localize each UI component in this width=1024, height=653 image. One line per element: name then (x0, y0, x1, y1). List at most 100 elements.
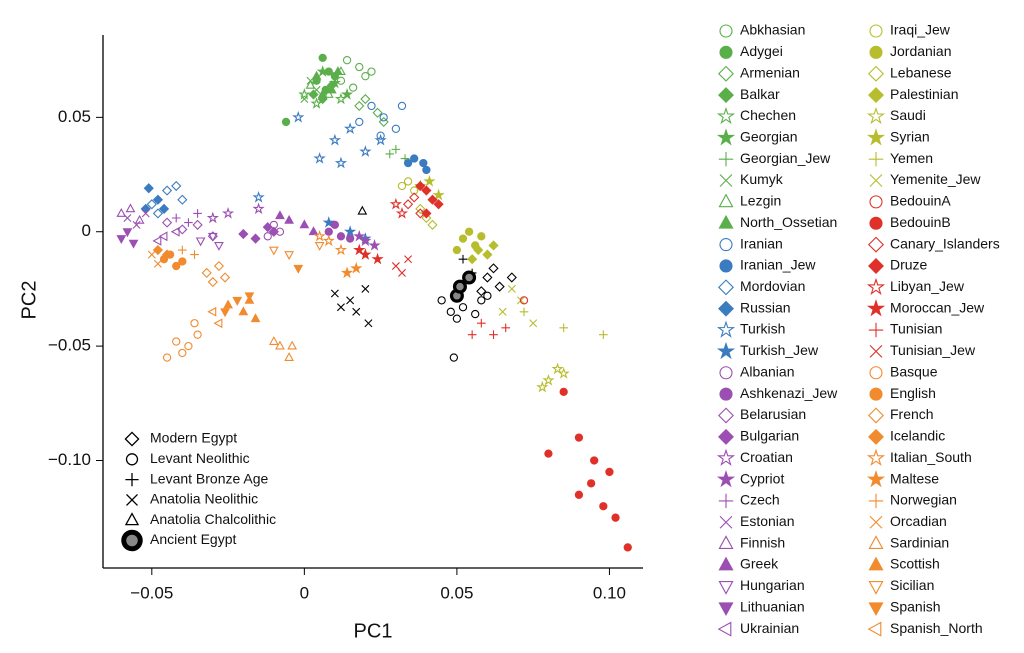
point (397, 181, 407, 191)
point (355, 62, 364, 72)
point (152, 244, 164, 256)
legend-label: Sicilian (890, 577, 934, 593)
point (483, 291, 492, 300)
point (262, 222, 273, 233)
legend-label: Anatolia Chalcolithic (150, 511, 276, 527)
legend-marker (719, 238, 733, 252)
legend-marker (124, 431, 140, 447)
legend-label: Norwegian (890, 492, 957, 508)
point (336, 76, 346, 85)
legend-label: Levant Neolithic (150, 450, 250, 466)
point (310, 97, 323, 109)
legend-label: Russian (740, 299, 791, 315)
point (192, 219, 203, 230)
legend-label: Jordanian (890, 43, 952, 59)
point (458, 254, 468, 264)
point (371, 252, 384, 265)
point (391, 145, 401, 154)
x-tick-label: 0 (300, 583, 309, 602)
point (223, 299, 233, 309)
legend-marker (719, 24, 733, 38)
point (287, 340, 298, 350)
legend-label: Levant Bronze Age (150, 470, 269, 486)
point (372, 107, 383, 118)
point (284, 352, 294, 361)
legend-marker (719, 387, 733, 401)
legend-label: Balkar (740, 86, 780, 102)
point (477, 232, 486, 241)
legend-label: Armenian (740, 64, 800, 80)
legend-marker (866, 299, 886, 317)
legend-label: Croatian (740, 449, 793, 465)
point (207, 232, 218, 242)
point (353, 229, 366, 242)
point (599, 502, 608, 511)
point (308, 89, 319, 100)
point (328, 76, 341, 89)
y-tick-label: −0.10 (48, 450, 91, 469)
point (410, 154, 419, 163)
legend-marker (718, 300, 734, 317)
legend-label: Lithuanian (740, 598, 805, 614)
point (161, 217, 173, 228)
legend-label: Modern Egypt (150, 430, 237, 446)
point (322, 234, 335, 247)
legend-label: Iraqi_Jew (890, 22, 951, 38)
point (232, 296, 243, 306)
point (184, 218, 193, 227)
point (330, 220, 340, 230)
point (494, 281, 505, 292)
point (178, 257, 187, 266)
point (368, 239, 381, 251)
legend-label: Estonian (740, 513, 794, 529)
point (193, 330, 202, 339)
legend-label: Cypriot (740, 470, 784, 486)
point (152, 235, 162, 246)
legend-marker (868, 322, 884, 338)
legend-label: Iranian (740, 235, 783, 251)
legend-marker (125, 453, 139, 466)
point (361, 284, 370, 293)
legend-marker (716, 106, 736, 125)
point (462, 270, 477, 285)
legend-marker (716, 448, 736, 466)
point (252, 202, 265, 215)
point (419, 158, 428, 168)
legend-label: Libyan_Jew (890, 278, 965, 294)
legend-label: North_Ossetian (740, 214, 837, 230)
legend-marker (717, 621, 732, 637)
point (402, 199, 414, 210)
point (471, 309, 480, 319)
legend-marker (716, 320, 736, 338)
point (281, 117, 291, 127)
point (529, 319, 538, 328)
point (519, 307, 529, 317)
point (125, 203, 136, 213)
point (238, 306, 249, 316)
legend-label: Georgian_Jew (740, 150, 831, 166)
legend-label: Italian_South (890, 449, 972, 465)
legend-label: Adygei (740, 43, 783, 59)
point (298, 88, 311, 100)
point (342, 56, 352, 65)
legend-label: Turkish (740, 321, 785, 337)
legend-marker (718, 279, 734, 296)
legend-marker (868, 428, 884, 445)
point (403, 158, 413, 168)
legend-marker (719, 45, 733, 59)
point (376, 131, 385, 140)
point (506, 272, 517, 283)
point (275, 340, 285, 350)
point (292, 110, 305, 123)
point (193, 209, 202, 218)
legend-label: Scottish (890, 556, 940, 572)
legend-marker (718, 87, 734, 104)
legend-marker (868, 151, 884, 167)
point (116, 235, 127, 245)
legend-marker (718, 193, 734, 208)
legend-label: Spanish_North (890, 620, 983, 636)
legend-marker (718, 602, 734, 617)
legend-label: Ashkenazi_Jew (740, 385, 838, 401)
point (170, 226, 180, 237)
point (330, 289, 339, 298)
